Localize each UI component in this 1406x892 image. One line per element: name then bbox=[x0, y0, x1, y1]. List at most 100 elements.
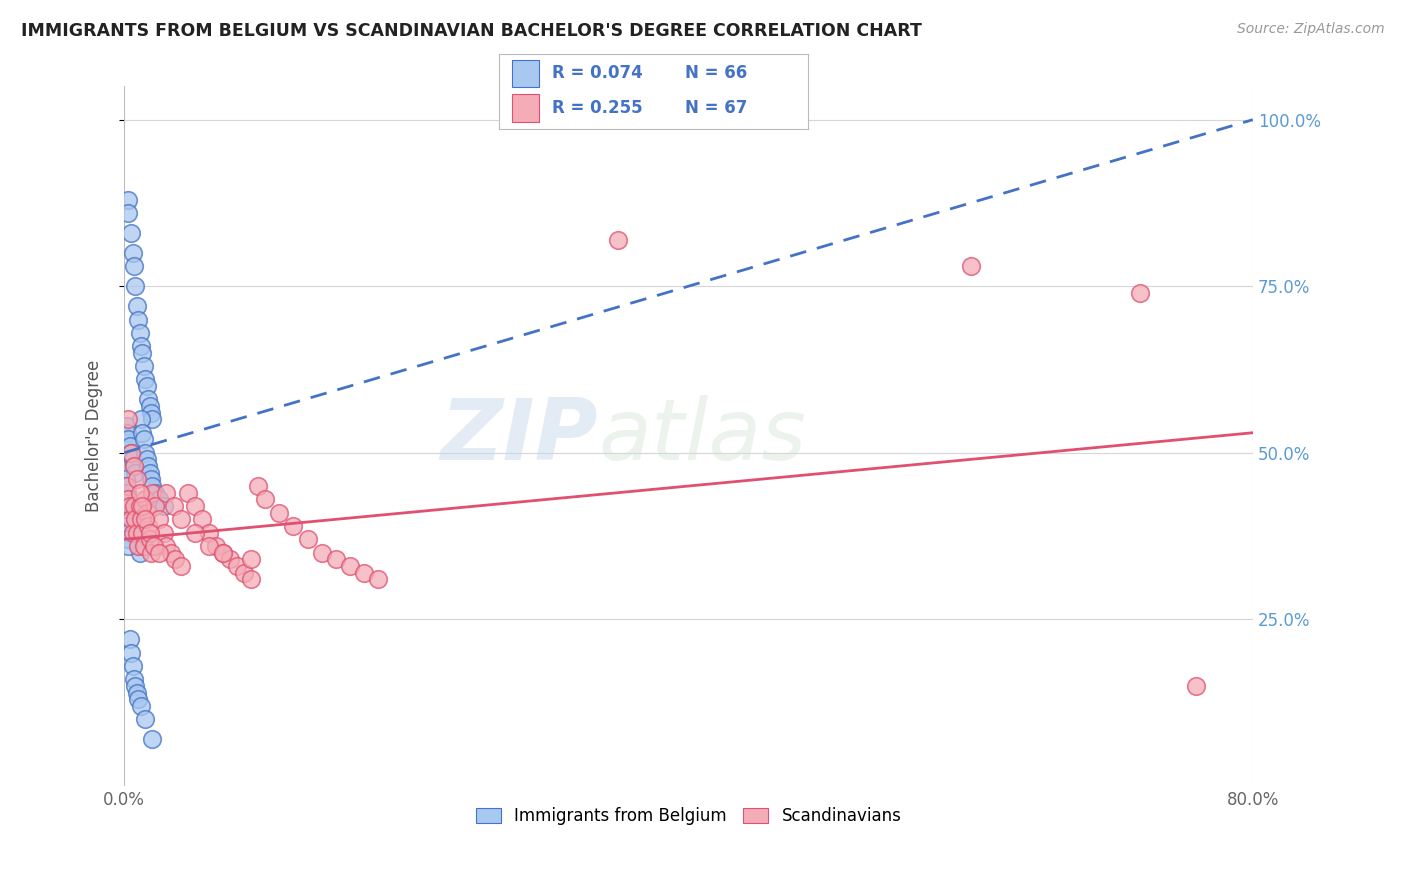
Point bbox=[254, 492, 277, 507]
Point bbox=[283, 519, 305, 533]
Point bbox=[129, 512, 152, 526]
Point bbox=[155, 485, 177, 500]
Point bbox=[118, 439, 141, 453]
Point bbox=[131, 346, 153, 360]
Point bbox=[138, 525, 160, 540]
Point bbox=[120, 226, 142, 240]
Point bbox=[138, 466, 160, 480]
Text: N = 67: N = 67 bbox=[685, 99, 747, 117]
Point bbox=[297, 533, 319, 547]
Point bbox=[120, 646, 142, 660]
Point bbox=[240, 572, 263, 586]
Point bbox=[117, 193, 139, 207]
Point bbox=[122, 259, 145, 273]
Point bbox=[122, 519, 145, 533]
Point bbox=[134, 446, 156, 460]
Point bbox=[135, 452, 157, 467]
Point bbox=[121, 525, 143, 540]
Text: atlas: atlas bbox=[598, 394, 806, 477]
Point bbox=[121, 659, 143, 673]
Point bbox=[325, 552, 347, 566]
Point bbox=[152, 499, 174, 513]
Point bbox=[125, 533, 148, 547]
Point bbox=[233, 566, 256, 580]
Point bbox=[115, 479, 138, 493]
Bar bbox=[512, 95, 540, 122]
Point bbox=[117, 533, 139, 547]
Point bbox=[139, 472, 162, 486]
Point bbox=[127, 692, 149, 706]
Point bbox=[128, 485, 150, 500]
Point bbox=[142, 539, 165, 553]
Point bbox=[141, 485, 163, 500]
Point bbox=[127, 312, 149, 326]
Point bbox=[132, 433, 155, 447]
Point bbox=[159, 546, 181, 560]
Point bbox=[117, 539, 139, 553]
Point bbox=[134, 492, 156, 507]
Point bbox=[339, 558, 361, 573]
Point bbox=[117, 492, 139, 507]
Point bbox=[114, 506, 136, 520]
Point bbox=[183, 525, 205, 540]
Text: N = 66: N = 66 bbox=[685, 64, 747, 82]
Point bbox=[125, 685, 148, 699]
Point bbox=[247, 479, 270, 493]
Point bbox=[131, 499, 153, 513]
Point bbox=[197, 525, 219, 540]
Point bbox=[169, 558, 191, 573]
Point bbox=[115, 419, 138, 434]
Text: ZIP: ZIP bbox=[440, 394, 598, 477]
Point bbox=[127, 539, 149, 553]
Point bbox=[134, 512, 156, 526]
Point bbox=[117, 492, 139, 507]
Point bbox=[121, 246, 143, 260]
Point bbox=[124, 512, 146, 526]
Point bbox=[163, 552, 186, 566]
Point bbox=[122, 458, 145, 473]
Point bbox=[120, 446, 142, 460]
Text: R = 0.255: R = 0.255 bbox=[551, 99, 643, 117]
Point bbox=[131, 425, 153, 440]
Point bbox=[118, 499, 141, 513]
Point bbox=[176, 485, 198, 500]
Point bbox=[124, 279, 146, 293]
Point bbox=[135, 506, 157, 520]
Point bbox=[115, 519, 138, 533]
Point bbox=[136, 458, 159, 473]
Legend: Immigrants from Belgium, Scandinavians: Immigrants from Belgium, Scandinavians bbox=[467, 798, 910, 833]
Point bbox=[122, 499, 145, 513]
Point bbox=[162, 499, 184, 513]
Point bbox=[190, 512, 212, 526]
Point bbox=[117, 433, 139, 447]
Point bbox=[134, 372, 156, 386]
Point bbox=[128, 499, 150, 513]
Point bbox=[115, 485, 138, 500]
Point bbox=[128, 546, 150, 560]
Point bbox=[152, 525, 174, 540]
Text: Source: ZipAtlas.com: Source: ZipAtlas.com bbox=[1237, 22, 1385, 37]
Text: R = 0.074: R = 0.074 bbox=[551, 64, 643, 82]
Point bbox=[121, 512, 143, 526]
Point bbox=[148, 512, 170, 526]
Point bbox=[121, 452, 143, 467]
Point bbox=[134, 712, 156, 726]
Point bbox=[959, 259, 981, 273]
Point bbox=[135, 379, 157, 393]
Point bbox=[114, 512, 136, 526]
Point bbox=[139, 406, 162, 420]
Point bbox=[138, 533, 160, 547]
Point bbox=[117, 412, 139, 426]
Point bbox=[226, 558, 249, 573]
Point bbox=[127, 539, 149, 553]
Point bbox=[131, 525, 153, 540]
Point bbox=[128, 326, 150, 340]
Point bbox=[122, 672, 145, 686]
Point bbox=[143, 499, 166, 513]
Point bbox=[143, 485, 166, 500]
Point bbox=[353, 566, 375, 580]
Point bbox=[141, 479, 163, 493]
Point bbox=[1129, 285, 1152, 300]
Text: IMMIGRANTS FROM BELGIUM VS SCANDINAVIAN BACHELOR'S DEGREE CORRELATION CHART: IMMIGRANTS FROM BELGIUM VS SCANDINAVIAN … bbox=[21, 22, 922, 40]
Point bbox=[118, 632, 141, 647]
